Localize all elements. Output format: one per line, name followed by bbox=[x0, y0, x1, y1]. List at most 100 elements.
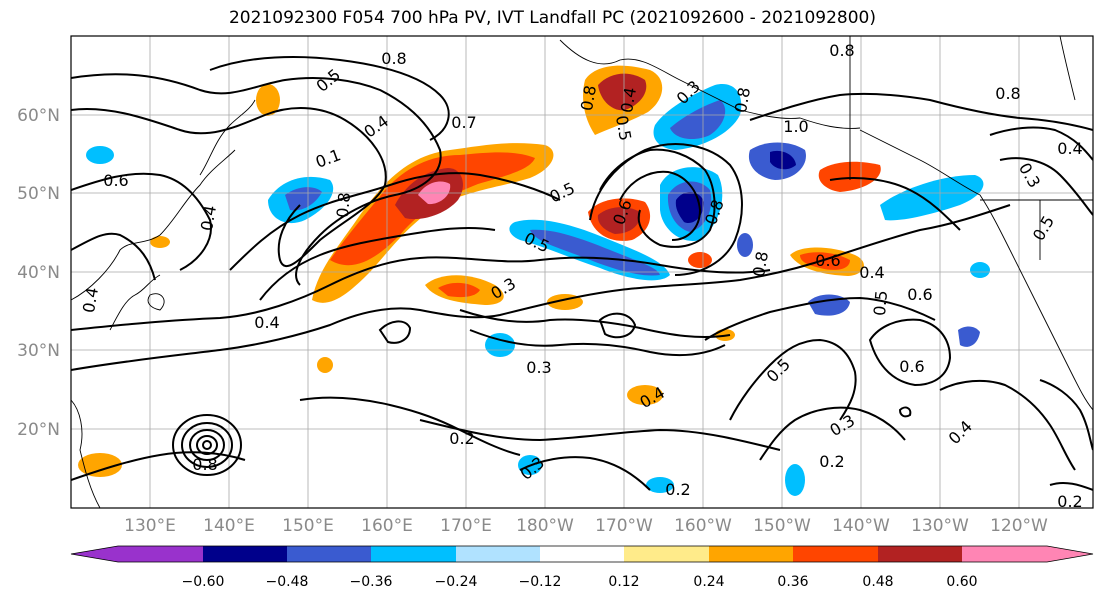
contour-label: 0.4 bbox=[859, 263, 884, 282]
map-title: 2021092300 F054 700 hPa PV, IVT Landfall… bbox=[228, 8, 876, 28]
contour-label: 0.2 bbox=[1057, 492, 1082, 511]
lon-label: 160°W bbox=[674, 516, 732, 536]
negative-anomaly-alaska-core bbox=[770, 150, 796, 170]
contour-label: 0.5 bbox=[612, 114, 635, 142]
contour-label: 0.8 bbox=[381, 49, 406, 68]
negative-anomaly-small bbox=[737, 233, 753, 257]
contour-label: 0.8 bbox=[995, 84, 1020, 103]
colorbar-tick: 0.48 bbox=[862, 574, 893, 590]
colorbar-extension-left bbox=[71, 546, 118, 562]
lon-label: 150°W bbox=[753, 516, 811, 536]
lat-label: 30°N bbox=[17, 341, 60, 361]
latitude-labels: 60°N 50°N 40°N 30°N 20°N bbox=[17, 106, 60, 440]
positive-anomaly-north-core bbox=[598, 73, 647, 111]
contour-label: 0.8 bbox=[829, 41, 854, 60]
lon-label: 130°E bbox=[124, 516, 176, 536]
negative-anomaly-small bbox=[485, 333, 515, 357]
colorbar-tick: −0.12 bbox=[519, 574, 562, 590]
negative-anomaly-coast bbox=[880, 175, 984, 221]
lon-label: 130°W bbox=[911, 516, 969, 536]
colorbar-tick: 0.60 bbox=[946, 574, 977, 590]
colorbar-segment bbox=[287, 546, 371, 562]
colorbar-segment bbox=[118, 546, 203, 562]
colorbar-segment bbox=[962, 546, 1047, 562]
longitude-labels: 130°E 140°E 150°E 160°E 170°E 180°W 170°… bbox=[124, 516, 1048, 536]
tropical-cyclone-contours bbox=[172, 414, 242, 476]
contour-label: 0.8 bbox=[192, 455, 217, 474]
contour-label: 0.3 bbox=[526, 358, 551, 377]
lat-label: 60°N bbox=[17, 106, 60, 126]
colorbar-tick: 0.12 bbox=[608, 574, 639, 590]
colorbar-tick: 0.24 bbox=[693, 574, 724, 590]
negative-anomaly-small bbox=[970, 262, 990, 278]
colorbar-segment bbox=[878, 546, 962, 562]
positive-anomaly-small bbox=[78, 453, 122, 477]
colorbar-extension-right bbox=[1047, 546, 1093, 562]
contour-label: 1.0 bbox=[783, 117, 808, 136]
contour-label: 0.2 bbox=[665, 480, 690, 499]
lat-label: 50°N bbox=[17, 184, 60, 204]
contour-label: 0.5 bbox=[870, 290, 891, 317]
positive-anomaly-core bbox=[330, 152, 535, 266]
contour-label: 0.4 bbox=[1057, 139, 1082, 158]
colorbar-tick: 0.36 bbox=[777, 574, 808, 590]
negative-anomaly-small bbox=[86, 146, 114, 164]
colorbar-segment bbox=[203, 546, 287, 562]
lon-label: 140°E bbox=[203, 516, 255, 536]
lon-label: 180°W bbox=[516, 516, 574, 536]
contour-label: 0.4 bbox=[617, 86, 640, 114]
colorbar-segment bbox=[793, 546, 878, 562]
colorbar bbox=[70, 545, 1094, 563]
colorbar-tick: −0.36 bbox=[350, 574, 393, 590]
plot-frame bbox=[70, 35, 1094, 509]
positive-anomaly-small bbox=[688, 252, 712, 268]
coastlines bbox=[71, 36, 1093, 508]
colorbar-tick: −0.60 bbox=[182, 574, 225, 590]
colorbar-tick: −0.24 bbox=[435, 574, 478, 590]
negative-anomaly-band-core bbox=[530, 229, 660, 276]
positive-anomaly-east-core bbox=[800, 252, 850, 270]
positive-anomaly-mid-core bbox=[438, 282, 480, 298]
colorbar-tick-labels: −0.60 −0.48 −0.36 −0.24 −0.12 0.12 0.24 … bbox=[182, 574, 978, 590]
contour-label: 0.2 bbox=[449, 429, 474, 448]
contour-label: 0.4 bbox=[254, 313, 279, 332]
gridlines bbox=[71, 36, 1093, 508]
positive-anomaly-band bbox=[312, 143, 554, 303]
colorbar-segment bbox=[456, 546, 540, 562]
colorbar-segment bbox=[709, 546, 793, 562]
lon-label: 120°W bbox=[990, 516, 1048, 536]
positive-anomaly-small bbox=[627, 385, 663, 405]
contour-label: 0.6 bbox=[103, 171, 128, 190]
lon-label: 150°E bbox=[282, 516, 334, 536]
lon-label: 140°W bbox=[832, 516, 890, 536]
map-layers: 0.8 0.80.50.4 0.70.8 0.40.50.3 0.81.00.80.40… bbox=[71, 36, 1093, 511]
contour-label: 0.7 bbox=[451, 113, 476, 132]
contour-label: 0.4 bbox=[197, 204, 220, 232]
contour-label: 0.6 bbox=[899, 357, 924, 376]
colorbar-outline bbox=[70, 545, 1094, 563]
colorbar-segment bbox=[371, 546, 456, 562]
lon-label: 160°E bbox=[361, 516, 413, 536]
contour-label: 0.6 bbox=[907, 285, 932, 304]
positive-anomaly-small bbox=[256, 84, 280, 116]
lat-label: 40°N bbox=[17, 263, 60, 283]
lon-label: 170°W bbox=[595, 516, 653, 536]
colorbar-segment bbox=[540, 546, 624, 562]
contour-label: 0.6 bbox=[815, 251, 840, 270]
lat-label: 20°N bbox=[17, 420, 60, 440]
contour-label: 0.8 bbox=[749, 250, 772, 278]
contour-label: 0.8 bbox=[577, 84, 600, 112]
colorbar-tick: −0.48 bbox=[266, 574, 309, 590]
positive-anomaly-small bbox=[150, 236, 170, 248]
negative-anomaly-small bbox=[785, 464, 805, 496]
contour-label: 0.8 bbox=[333, 192, 354, 219]
negative-anomaly-small bbox=[646, 477, 674, 493]
lon-label: 170°E bbox=[440, 516, 492, 536]
negative-anomaly-se bbox=[958, 326, 980, 347]
positive-anomaly-center-core bbox=[597, 207, 641, 234]
colorbar-segment bbox=[624, 546, 709, 562]
negative-anomaly-north-core bbox=[670, 100, 726, 140]
contour-label: 0.8 bbox=[731, 86, 754, 114]
positive-anomaly-small bbox=[317, 357, 333, 373]
